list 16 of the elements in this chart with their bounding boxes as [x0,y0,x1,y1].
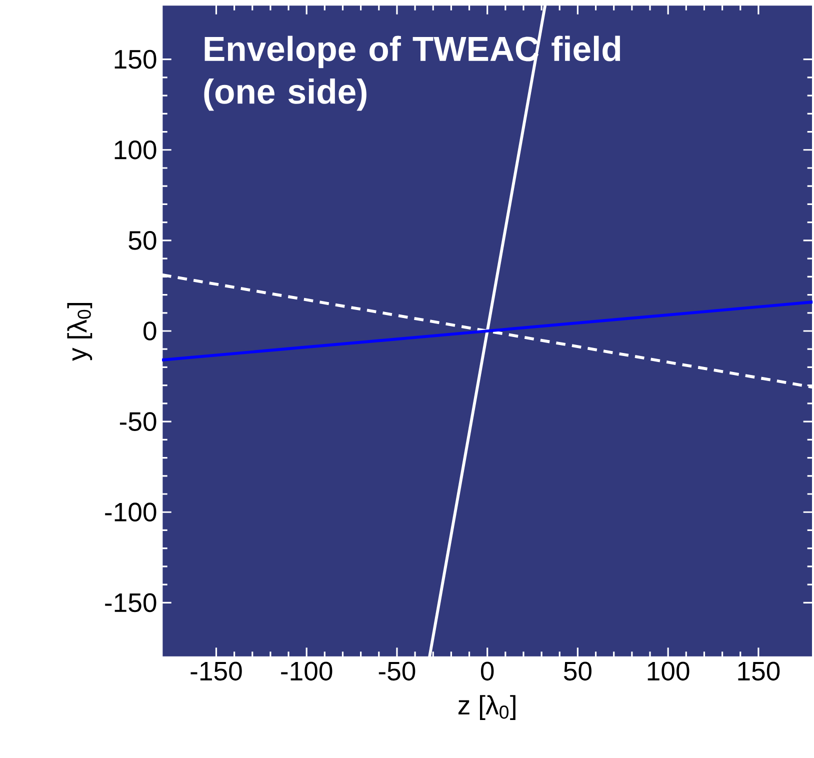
y-axis-title: y [λ$_{0}$] [67,302,92,361]
x-axis-title: z [λ$_{0}$] [458,695,516,720]
x-tick-label: -50 [378,662,416,681]
y-tick-label: -150 [105,593,156,612]
y-tick-label: 50 [128,231,156,250]
x-tick-label: 50 [564,662,592,681]
x-tick-label: 100 [648,662,690,681]
x-tick-label: -150 [190,662,242,681]
y-tick-label: 0 [144,322,156,340]
y-tick-label: -100 [105,502,156,522]
y-tick-label: 100 [114,140,156,160]
x-tick-label: 0 [480,662,494,681]
x-tick-label: 150 [738,662,780,681]
y-tick-label: 150 [114,50,156,69]
y-tick-label: -50 [120,412,156,431]
x-tick-label: -100 [281,662,332,681]
